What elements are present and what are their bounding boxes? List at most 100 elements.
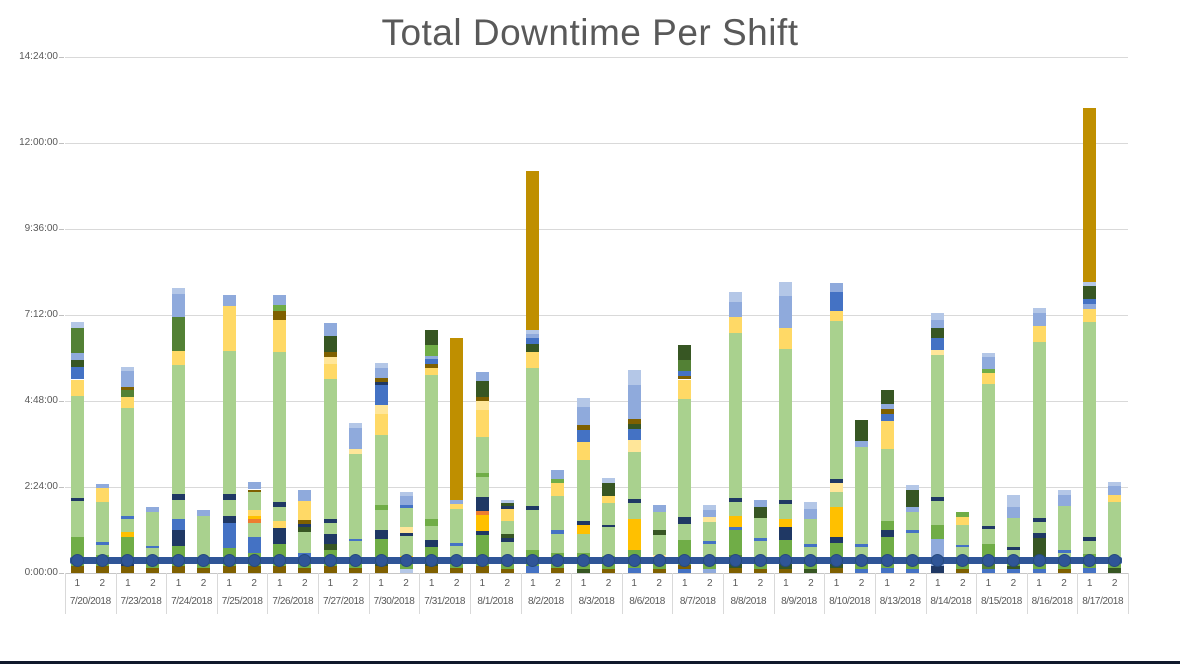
bar-segment-ol[interactable]: [172, 565, 186, 573]
line-series-marker[interactable]: [526, 553, 540, 567]
bar-segment-ol[interactable]: [601, 568, 615, 573]
line-series-marker[interactable]: [551, 553, 565, 567]
line-series-marker[interactable]: [652, 553, 666, 567]
bar-segment-nv[interactable]: [399, 532, 413, 537]
bar-segment-lg[interactable]: [323, 378, 337, 519]
bar-8/15/2018-shift-1[interactable]: [981, 0, 995, 573]
line-series-marker[interactable]: [905, 553, 919, 567]
bar-segment-pb[interactable]: [728, 292, 742, 303]
bar-segment-ol[interactable]: [298, 520, 312, 524]
line-series-marker[interactable]: [703, 553, 717, 567]
bar-segment-nv[interactable]: [298, 523, 312, 528]
bar-segment-ye[interactable]: [374, 413, 388, 436]
bar-8/13/2018-shift-1[interactable]: [880, 0, 894, 573]
bar-7/25/2018-shift-2[interactable]: [247, 0, 261, 573]
bar-segment-nv[interactable]: [728, 497, 742, 503]
bar-segment-lg[interactable]: [526, 510, 540, 550]
bar-segment-or[interactable]: [247, 519, 261, 523]
bar-segment-yl[interactable]: [475, 401, 489, 411]
bar-segment-pb[interactable]: [121, 366, 135, 371]
bar-segment-ye[interactable]: [450, 503, 464, 510]
bar-segment-lb[interactable]: [627, 385, 641, 420]
bar-segment-mg[interactable]: [981, 369, 995, 374]
bar-segment-pb[interactable]: [374, 363, 388, 369]
line-series-marker[interactable]: [981, 553, 995, 567]
bar-segment-vg[interactable]: [475, 380, 489, 398]
bar-segment-lg[interactable]: [779, 349, 793, 500]
bar-segment-ol[interactable]: [121, 386, 135, 391]
bar-segment-nv[interactable]: [1032, 532, 1046, 539]
bar-segment-pb[interactable]: [804, 502, 818, 510]
bar-8/17/2018-shift-1[interactable]: [1083, 0, 1097, 573]
bar-segment-ol[interactable]: [627, 419, 641, 424]
bar-segment-yl[interactable]: [348, 449, 362, 455]
bar-segment-bl[interactable]: [981, 568, 995, 573]
bar-segment-pb[interactable]: [1108, 481, 1122, 487]
bar-segment-lg[interactable]: [804, 519, 818, 545]
bar-segment-lg[interactable]: [95, 545, 109, 556]
bar-segment-lg[interactable]: [728, 502, 742, 517]
bar-segment-ol[interactable]: [728, 567, 742, 573]
bar-segment-bl[interactable]: [753, 537, 767, 541]
bar-segment-or[interactable]: [475, 511, 489, 515]
bar-segment-lg[interactable]: [425, 375, 439, 519]
bar-segment-lg[interactable]: [70, 501, 84, 538]
bar-segment-nv[interactable]: [830, 537, 844, 543]
bar-segment-lg[interactable]: [222, 499, 236, 516]
bar-segment-ol[interactable]: [273, 565, 287, 573]
bar-segment-vg[interactable]: [1108, 567, 1122, 573]
bar-segment-dg[interactable]: [678, 360, 692, 371]
bar-segment-lb[interactable]: [374, 368, 388, 378]
bar-segment-vg[interactable]: [678, 345, 692, 361]
bar-segment-lb[interactable]: [905, 507, 919, 512]
bar-segment-lg[interactable]: [576, 460, 590, 522]
bar-8/9/2018-shift-1[interactable]: [779, 0, 793, 573]
bar-segment-lb[interactable]: [298, 489, 312, 501]
bar-8/6/2018-shift-1[interactable]: [627, 0, 641, 573]
bar-segment-ye[interactable]: [425, 368, 439, 376]
line-series-marker[interactable]: [779, 553, 793, 567]
bar-segment-nv[interactable]: [779, 527, 793, 541]
bar-segment-bl[interactable]: [627, 567, 641, 573]
bar-segment-pb[interactable]: [348, 422, 362, 428]
bar-segment-nv[interactable]: [273, 528, 287, 545]
line-series-marker[interactable]: [931, 553, 945, 567]
line-series-marker[interactable]: [601, 553, 615, 567]
bar-segment-am[interactable]: [121, 531, 135, 538]
bar-segment-vg[interactable]: [576, 569, 590, 573]
bar-7/25/2018-shift-1[interactable]: [222, 0, 236, 573]
bar-segment-am[interactable]: [830, 506, 844, 538]
bar-segment-mg[interactable]: [273, 305, 287, 311]
bar-segment-vg[interactable]: [601, 483, 615, 496]
bar-segment-pb[interactable]: [399, 492, 413, 496]
bar-segment-lg[interactable]: [855, 446, 869, 545]
bar-8/14/2018-shift-2[interactable]: [956, 0, 970, 573]
bar-segment-lg[interactable]: [526, 367, 540, 506]
bar-segment-nv[interactable]: [500, 505, 514, 509]
bar-segment-ye[interactable]: [601, 495, 615, 504]
bar-segment-lg[interactable]: [779, 504, 793, 519]
bar-segment-mg[interactable]: [551, 479, 565, 484]
bar-segment-ol[interactable]: [247, 489, 261, 493]
bar-segment-bl[interactable]: [222, 522, 236, 548]
bar-segment-nv[interactable]: [526, 505, 540, 511]
bar-segment-bl[interactable]: [576, 429, 590, 443]
line-series-marker[interactable]: [956, 553, 970, 567]
bar-7/31/2018-shift-2[interactable]: [450, 0, 464, 573]
bar-segment-am[interactable]: [779, 518, 793, 528]
bar-8/1/2018-shift-1[interactable]: [475, 0, 489, 573]
bar-segment-am[interactable]: [576, 524, 590, 534]
bar-segment-lg[interactable]: [981, 529, 995, 544]
bar-8/6/2018-shift-2[interactable]: [652, 0, 666, 573]
bar-segment-dg[interactable]: [121, 390, 135, 398]
bar-segment-nv[interactable]: [172, 494, 186, 500]
bar-segment-lb[interactable]: [323, 322, 337, 336]
bar-segment-lg[interactable]: [678, 523, 692, 541]
bar-segment-ye[interactable]: [323, 364, 337, 379]
bar-segment-lg[interactable]: [551, 533, 565, 554]
bar-segment-ol[interactable]: [678, 375, 692, 380]
bar-8/15/2018-shift-2[interactable]: [1006, 0, 1020, 573]
bar-segment-nv[interactable]: [1006, 546, 1020, 551]
bar-segment-ye[interactable]: [981, 373, 995, 385]
bar-7/24/2018-shift-2[interactable]: [197, 0, 211, 573]
